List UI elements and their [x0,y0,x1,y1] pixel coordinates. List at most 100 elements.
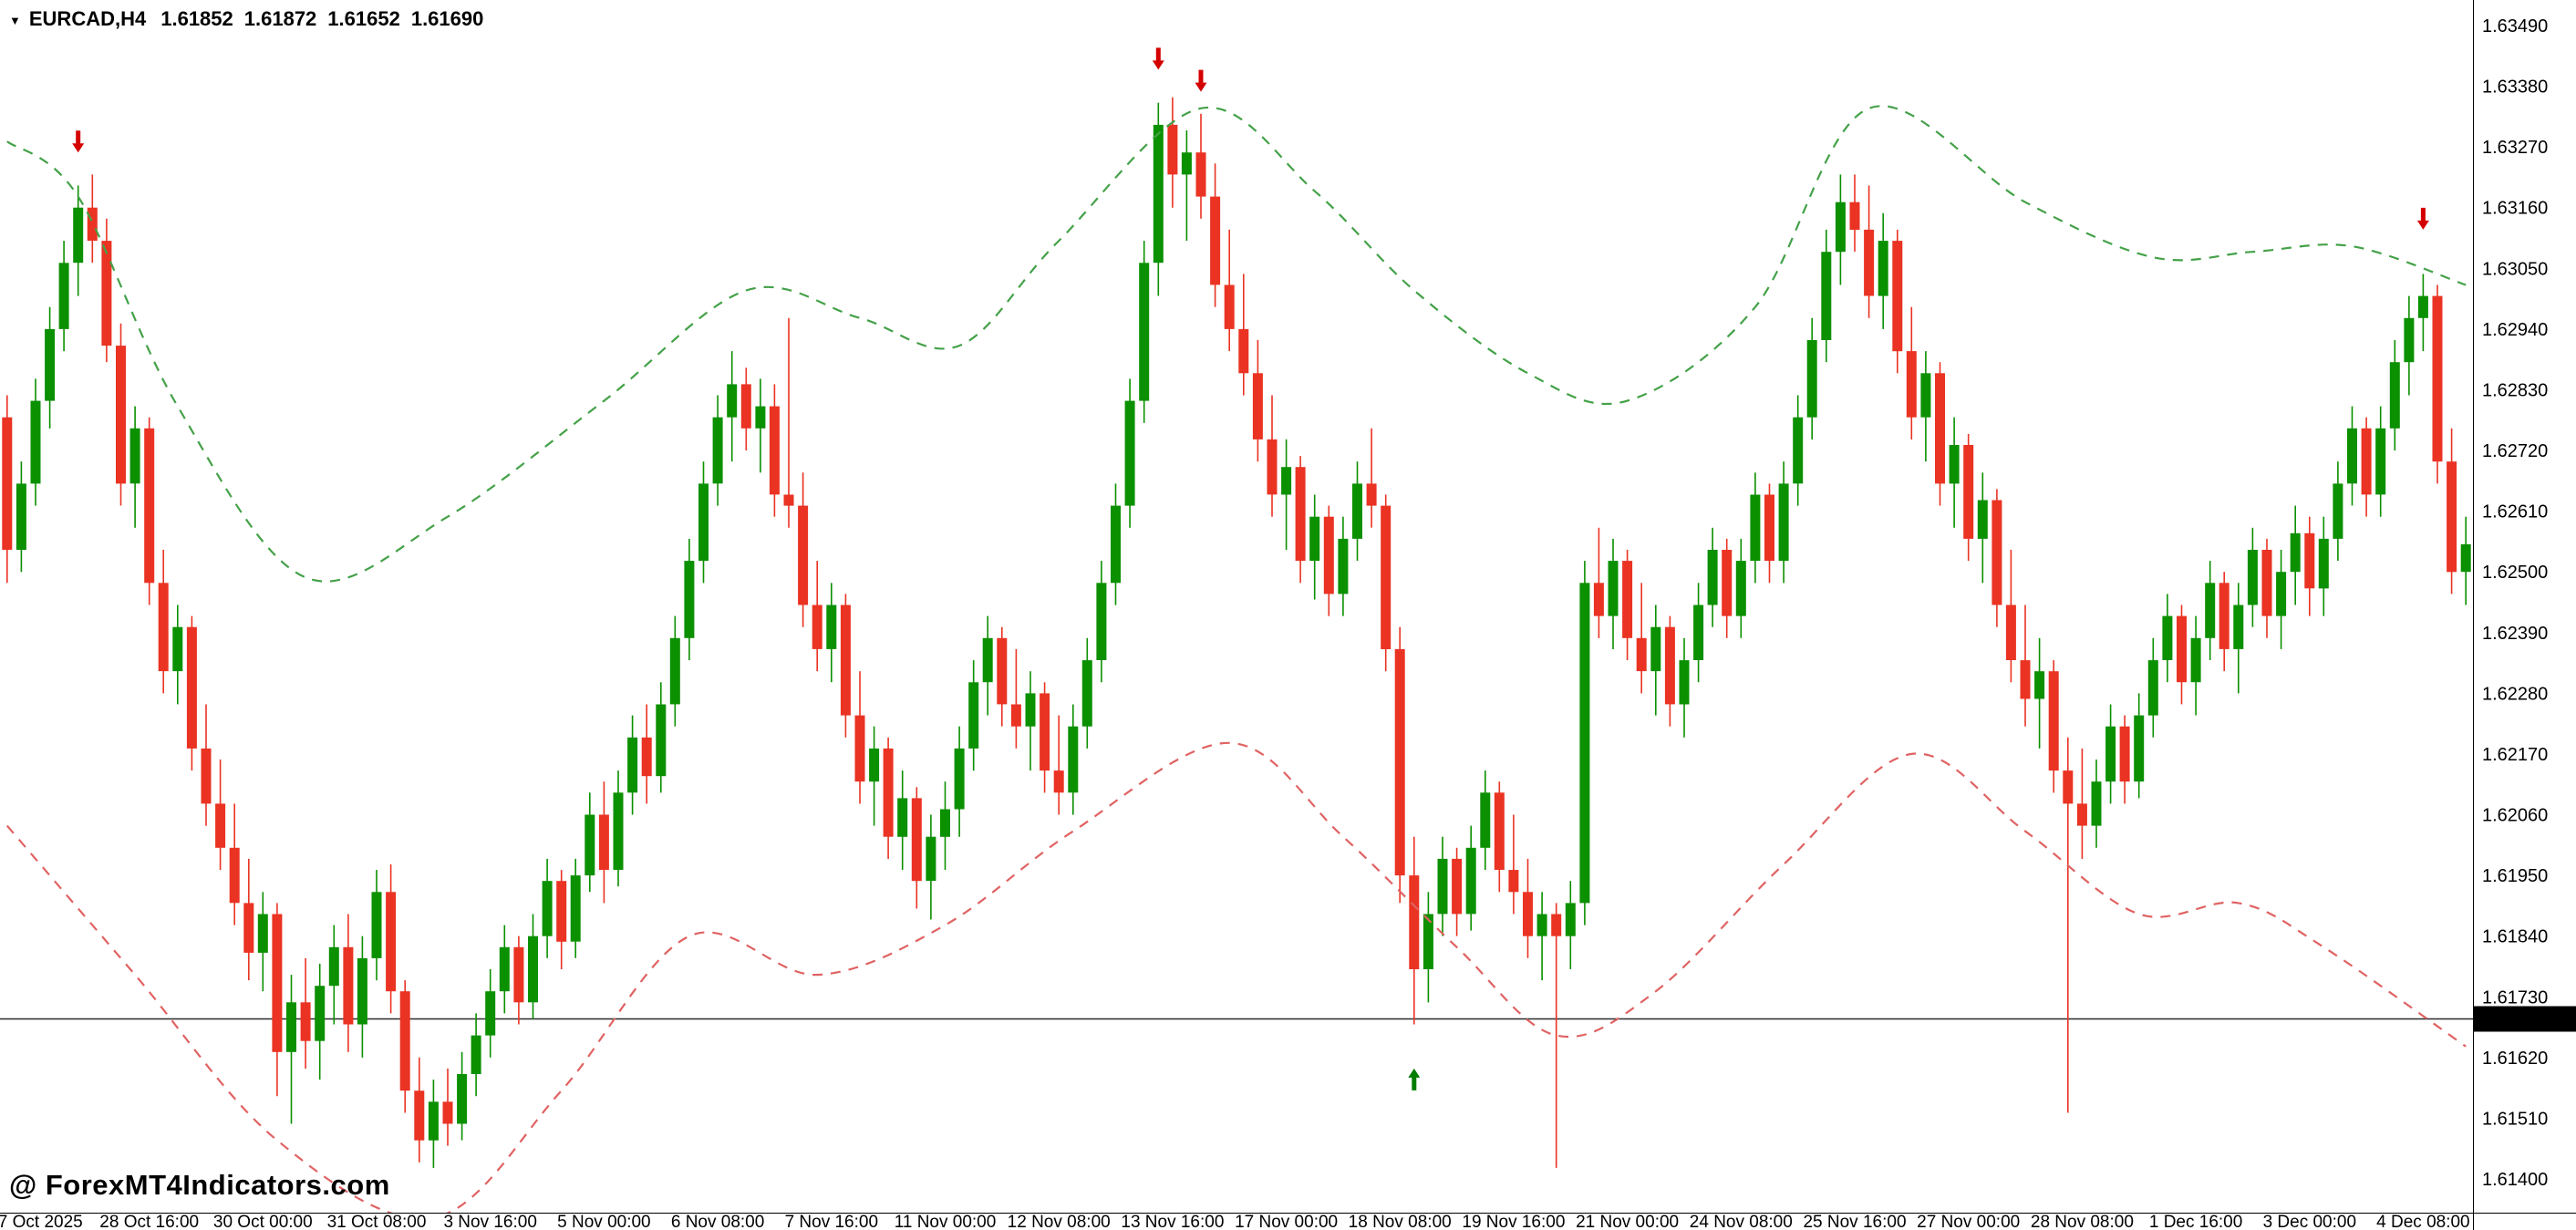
candle-body [2076,803,2087,826]
candle-body [2333,483,2343,539]
candle-body [1693,605,1704,660]
time-axis-label: 3 Dec 00:00 [2263,1213,2356,1230]
candle-body [1252,373,1263,439]
candle-body [1081,660,1092,727]
buy-signal-arrow-icon [1408,1068,1421,1090]
candle-body [1935,373,1945,484]
bid-price-badge [2474,1006,2576,1032]
candle-body [2290,532,2301,573]
candle-body [1167,124,1178,175]
candle-body [471,1035,481,1074]
candle-body [1991,500,2002,605]
lower-band-line [5,741,2467,1213]
candle-body [1835,202,1846,253]
candle-body [641,737,652,777]
candle-body [428,1101,439,1141]
time-axis-label: 28 Oct 16:00 [99,1213,199,1230]
candle-body [1764,494,1774,562]
candle-body [1139,263,1150,401]
time-axis-label: 28 Nov 08:00 [2031,1213,2134,1230]
candle-body [2417,295,2428,318]
price-axis-label: 1.62390 [2482,624,2548,644]
candle-body [1422,914,1433,969]
candle-body [1650,626,1661,672]
candle-body [669,637,680,705]
candle-body [1238,328,1249,374]
price-axis-label: 1.63270 [2482,138,2548,158]
candle-body [1806,340,1817,418]
time-axis-label: 12 Nov 08:00 [1008,1213,1111,1230]
time-axis-label: 5 Nov 00:00 [557,1213,650,1230]
candle-body [1949,445,1960,484]
candle-body [1878,241,1888,296]
candle-body [627,737,638,793]
candle-body [769,406,780,495]
time-axis-label: 6 Nov 08:00 [671,1213,764,1230]
price-axis-label: 1.63490 [2482,16,2548,36]
candle-body [2460,543,2471,573]
candle-body [712,417,723,484]
time-axis-label: 3 Nov 16:00 [443,1213,536,1230]
price-axis[interactable]: 1.63490 1.63380 1.63270 1.63160 1.63050 1.629… [2473,0,2576,1230]
down-triangle-icon[interactable]: ▼ [9,13,21,27]
candle-body [1153,124,1164,264]
candle-body [1309,516,1320,562]
candle-body [2219,583,2229,649]
price-axis-label: 1.61730 [2482,987,2548,1008]
candle-body [840,605,851,716]
plot-area[interactable] [0,47,2473,1218]
candle-body [1409,875,1420,969]
time-axis-label: 24 Nov 08:00 [1690,1213,1793,1230]
candle-body [1096,583,1107,660]
candle-body [1366,483,1377,506]
candle-body [968,682,979,749]
candle-body [357,957,367,1025]
time-axis-label: 21 Nov 00:00 [1576,1213,1679,1230]
candle-body [854,715,865,782]
candle-body [1338,538,1349,594]
candle-body [1963,445,1974,539]
quote-open: 1.61852 [160,7,233,30]
candle-body [2347,428,2357,484]
watermark: @ ForexMT4Indicators.com [9,1169,390,1201]
candle-body [1722,550,1733,616]
candle-body [1920,373,1931,418]
candle-body [2247,550,2258,605]
candle-wick [1371,428,1372,528]
sell-signal-arrow-icon [1195,69,1207,92]
candle-body [698,483,709,562]
candle-body [186,626,197,749]
candle-body [911,798,922,882]
candle-body [2147,660,2158,716]
candle-body [897,798,908,837]
candle-body [1224,284,1235,329]
candle-body [656,704,667,777]
candle-body [1707,550,1718,605]
time-axis-label: 27 Nov 00:00 [1917,1213,2020,1230]
candle-body [556,881,567,942]
candle-body [2162,615,2173,660]
candle-body [58,263,69,329]
candle-body [2261,550,2272,616]
candle-body [783,494,794,506]
candle-body [1195,152,1206,197]
candle-body [1864,229,1875,296]
candle-body [2318,538,2329,589]
candle-body [215,803,226,848]
price-axis-label: 1.61510 [2482,1109,2548,1129]
candle-wick [1015,648,1018,749]
price-axis-label: 1.61400 [2482,1170,2548,1190]
candle-body [1210,196,1221,285]
candle-body [926,836,936,882]
candle-body [1664,626,1675,705]
candle-body [2389,362,2400,429]
candle-body [129,428,140,484]
sell-signal-arrow-icon [1152,47,1164,70]
candle-body [1906,351,1917,418]
time-axis[interactable]: 27 Oct 2025 28 Oct 16:00 30 Oct 00:00 31 Oc… [0,1213,2576,1230]
candle-body [399,991,410,1091]
price-axis-label: 1.62060 [2482,806,2548,826]
candle-body [1295,467,1306,562]
